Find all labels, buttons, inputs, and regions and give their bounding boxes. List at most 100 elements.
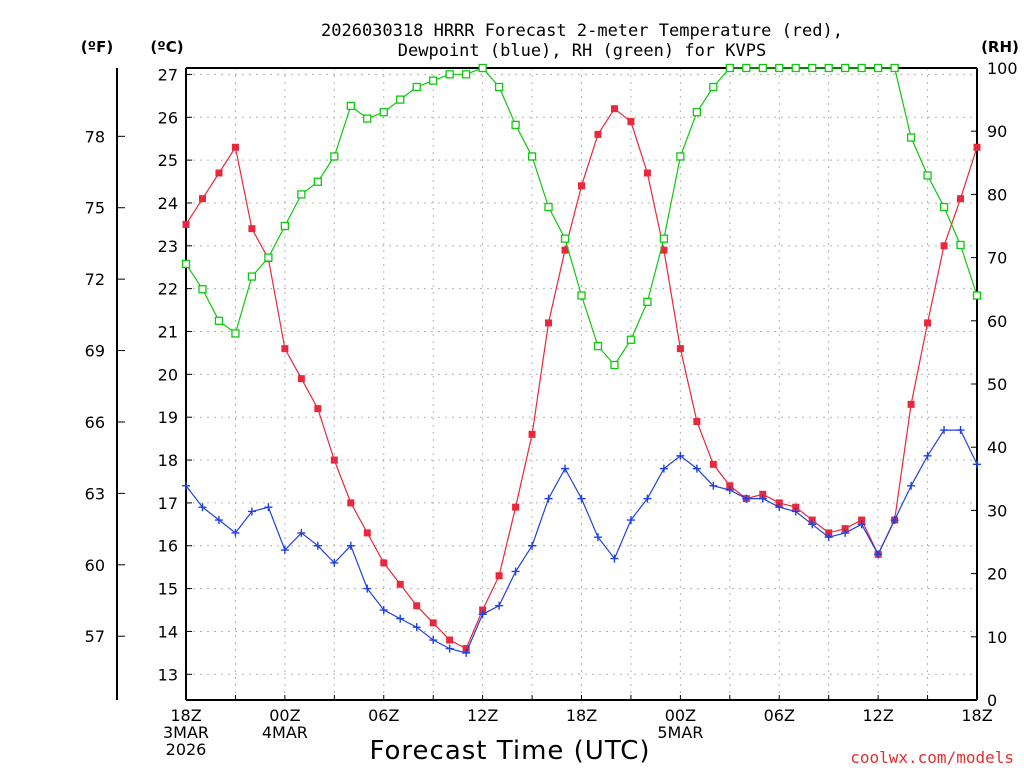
celsius-tick-label: 25 bbox=[158, 151, 178, 170]
celsius-tick-label: 18 bbox=[158, 451, 178, 470]
rh-tick-label: 10 bbox=[987, 628, 1007, 647]
dewpoint-point bbox=[544, 494, 553, 503]
temperature-point bbox=[676, 345, 684, 353]
temperature-point bbox=[610, 105, 618, 113]
dewpoint-point bbox=[956, 426, 965, 435]
rh-point bbox=[939, 202, 949, 212]
temperature-point bbox=[182, 220, 190, 228]
temperature-point bbox=[429, 619, 437, 627]
rh-point bbox=[841, 63, 850, 73]
rh-point bbox=[725, 63, 734, 73]
temperature-point bbox=[347, 499, 355, 507]
temperature-point bbox=[759, 490, 767, 498]
rh-point bbox=[330, 152, 339, 161]
temperature-point bbox=[314, 405, 322, 413]
dewpoint-point bbox=[808, 520, 817, 529]
rh-tick-label: 70 bbox=[987, 249, 1007, 268]
celsius-tick-label: 21 bbox=[158, 323, 178, 342]
dewpoint-point bbox=[495, 601, 504, 610]
rh-point bbox=[396, 95, 405, 104]
rh-tick-label: 60 bbox=[987, 312, 1007, 331]
rh-point bbox=[280, 221, 290, 231]
celsius-tick-label: 26 bbox=[158, 108, 178, 127]
rh-tick-label: 80 bbox=[987, 185, 1007, 204]
dewpoint-point bbox=[593, 533, 602, 542]
temperature-point bbox=[512, 503, 520, 511]
axes: 13 14 15 16 17 18 19 20 21 22 23 24 25 26 27 57 60 63 66 69… bbox=[85, 59, 1018, 759]
dewpoint-point bbox=[742, 494, 751, 503]
dewpoint-line bbox=[185, 429, 978, 654]
fahrenheit-tick-label: 75 bbox=[85, 199, 105, 218]
rh-point bbox=[346, 101, 355, 111]
rh-point bbox=[297, 190, 306, 199]
temperature-point bbox=[380, 559, 388, 567]
dewpoint-point bbox=[775, 503, 784, 512]
time-tick-label: 12Z bbox=[467, 706, 498, 725]
dewpoint-point bbox=[626, 516, 635, 525]
x-axis-title: Forecast Time (UTC) bbox=[369, 736, 650, 766]
temperature-point bbox=[248, 225, 256, 233]
rh-point bbox=[461, 70, 471, 79]
dewpoint-point bbox=[857, 520, 866, 529]
dewpoint-point bbox=[363, 584, 372, 593]
dewpoint-point bbox=[610, 554, 619, 563]
dewpoint-point bbox=[824, 533, 833, 542]
dewpoint-point bbox=[396, 614, 405, 623]
rh-point bbox=[412, 82, 421, 92]
temperature-point bbox=[545, 319, 553, 327]
grid-lines bbox=[186, 68, 977, 700]
celsius-tick-label: 17 bbox=[158, 494, 178, 513]
rh-point bbox=[560, 234, 570, 243]
data-series bbox=[181, 63, 982, 657]
celsius-tick-label: 24 bbox=[158, 194, 178, 213]
rh-point bbox=[593, 341, 603, 351]
dewpoint-point bbox=[280, 546, 289, 555]
dewpoint-point bbox=[429, 636, 438, 645]
dewpoint-point bbox=[659, 464, 668, 473]
temperature-point bbox=[215, 169, 223, 177]
dewpoint-point bbox=[561, 464, 570, 473]
fahrenheit-tick-label: 57 bbox=[85, 627, 105, 646]
rh-point bbox=[527, 152, 537, 161]
rh-point bbox=[313, 177, 322, 186]
temperature-point bbox=[858, 516, 866, 524]
fahrenheit-tick-label: 63 bbox=[85, 484, 105, 503]
dewpoint-point bbox=[725, 486, 734, 495]
temperature-point bbox=[627, 118, 635, 126]
temperature-point bbox=[396, 580, 404, 588]
rh-point bbox=[429, 76, 438, 85]
dewpoint-point bbox=[973, 460, 981, 469]
rh-point bbox=[676, 152, 685, 161]
chart-title-line-1: 2026030318 HRRR Forecast 2-meter Tempera… bbox=[321, 21, 843, 41]
dewpoint-point bbox=[462, 648, 471, 657]
dewpoint-point bbox=[528, 541, 537, 550]
rh-point bbox=[577, 291, 586, 300]
rh-point bbox=[494, 82, 504, 92]
dewpoint-point bbox=[923, 451, 932, 460]
temperature-point bbox=[924, 319, 932, 327]
temperature-point bbox=[594, 130, 602, 138]
fahrenheit-unit-label: (ºF) bbox=[81, 38, 113, 56]
rh-point bbox=[857, 63, 866, 73]
celsius-tick-label: 16 bbox=[158, 537, 178, 556]
dewpoint-point bbox=[709, 481, 718, 490]
rh-tick-label: 40 bbox=[987, 438, 1007, 457]
rh-point bbox=[214, 316, 224, 325]
dewpoint-point bbox=[412, 623, 421, 632]
time-tick-label: 18Z bbox=[566, 706, 597, 725]
rh-point bbox=[742, 63, 751, 73]
time-tick-label: 2026 bbox=[166, 740, 207, 759]
rh-point bbox=[264, 253, 273, 262]
dewpoint-point bbox=[313, 541, 322, 550]
fahrenheit-tick-label: 66 bbox=[85, 413, 105, 432]
temperature-point bbox=[940, 242, 948, 250]
time-tick-label: 5MAR bbox=[657, 723, 703, 742]
time-tick-label: 06Z bbox=[764, 706, 795, 725]
rh-tick-label: 30 bbox=[987, 501, 1007, 520]
dewpoint-point bbox=[478, 610, 487, 619]
time-tick-label: 18Z bbox=[170, 706, 201, 725]
time-tick-label: 4MAR bbox=[262, 723, 308, 742]
temperature-point bbox=[231, 143, 239, 151]
dewpoint-point bbox=[330, 558, 339, 567]
